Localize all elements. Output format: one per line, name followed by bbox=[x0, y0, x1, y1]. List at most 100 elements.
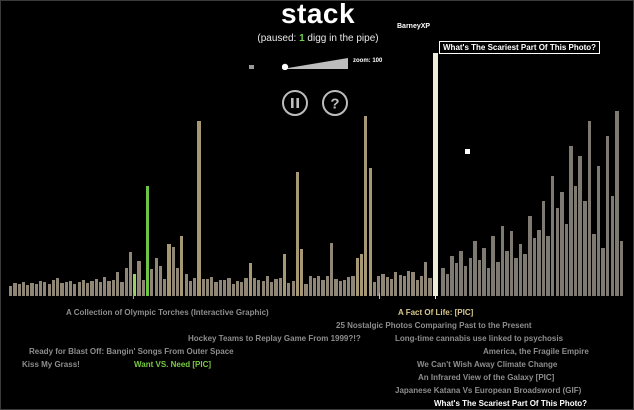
story-bar[interactable] bbox=[287, 283, 291, 296]
story-bar[interactable] bbox=[321, 280, 325, 296]
story-bar[interactable] bbox=[223, 280, 227, 296]
story-bar[interactable] bbox=[398, 275, 402, 296]
story-headline[interactable]: Ready for Blast Off: Bangin' Songs From … bbox=[29, 347, 234, 356]
story-bar[interactable] bbox=[450, 256, 454, 296]
story-bar[interactable] bbox=[150, 269, 154, 296]
story-bar[interactable] bbox=[610, 196, 614, 296]
story-bar[interactable] bbox=[235, 281, 240, 296]
story-bar[interactable] bbox=[546, 236, 550, 296]
story-bar[interactable] bbox=[39, 281, 43, 296]
story-bar[interactable] bbox=[605, 136, 610, 296]
story-bar[interactable] bbox=[364, 116, 368, 296]
story-bar[interactable] bbox=[486, 268, 491, 296]
story-bar[interactable] bbox=[103, 277, 107, 296]
story-bar[interactable] bbox=[94, 279, 98, 296]
story-bar[interactable] bbox=[325, 276, 329, 296]
story-bar[interactable] bbox=[351, 276, 355, 296]
story-bar[interactable] bbox=[509, 231, 514, 296]
story-bar[interactable] bbox=[124, 268, 128, 296]
story-bar[interactable] bbox=[205, 279, 210, 296]
story-bar[interactable] bbox=[491, 236, 495, 296]
story-bar[interactable] bbox=[141, 280, 145, 296]
story-bar[interactable] bbox=[128, 252, 133, 296]
story-bar[interactable] bbox=[30, 283, 34, 296]
story-bar[interactable] bbox=[555, 208, 559, 296]
story-bar[interactable] bbox=[334, 279, 338, 296]
story-bar[interactable] bbox=[214, 282, 218, 296]
story-bar[interactable] bbox=[308, 276, 312, 296]
story-bar[interactable] bbox=[514, 258, 518, 296]
story-headline[interactable]: A Fact Of Life: [PIC] bbox=[398, 308, 474, 317]
story-bar[interactable] bbox=[261, 281, 265, 296]
story-bar[interactable] bbox=[107, 281, 111, 296]
story-bar[interactable] bbox=[17, 284, 21, 296]
story-bar[interactable] bbox=[274, 279, 278, 296]
story-headline[interactable]: Long-time cannabis use linked to psychos… bbox=[395, 334, 564, 343]
help-button[interactable]: ? bbox=[322, 90, 348, 116]
story-bar[interactable] bbox=[146, 186, 150, 296]
story-bar[interactable] bbox=[257, 280, 261, 296]
story-bar[interactable] bbox=[587, 121, 592, 296]
story-bar[interactable] bbox=[411, 272, 415, 296]
story-bar[interactable] bbox=[73, 284, 77, 296]
story-bar[interactable] bbox=[34, 284, 38, 296]
story-bar[interactable] bbox=[560, 192, 564, 296]
story-bar[interactable] bbox=[291, 281, 295, 296]
story-headline[interactable]: We Can't Wish Away Climate Change bbox=[417, 360, 558, 369]
story-headline[interactable]: Hockey Teams to Replay Game From 1999?!? bbox=[188, 334, 361, 343]
story-bar[interactable] bbox=[158, 266, 163, 296]
story-bar[interactable] bbox=[428, 278, 432, 296]
story-bar[interactable] bbox=[468, 258, 472, 296]
story-bar[interactable] bbox=[295, 172, 300, 296]
story-bar[interactable] bbox=[201, 279, 205, 296]
story-bar[interactable] bbox=[218, 280, 222, 296]
story-headline[interactable]: Kiss My Grass! bbox=[22, 360, 80, 369]
story-bar[interactable] bbox=[133, 274, 137, 296]
story-bar[interactable] bbox=[394, 272, 398, 296]
highlighted-story-bar[interactable] bbox=[433, 53, 438, 296]
story-bar[interactable] bbox=[402, 276, 407, 296]
story-bar[interactable] bbox=[180, 236, 184, 296]
story-bar[interactable] bbox=[253, 278, 257, 296]
story-headline[interactable]: Japanese Katana Vs European Broadsword (… bbox=[395, 386, 582, 395]
story-bar[interactable] bbox=[51, 280, 56, 296]
story-bar[interactable] bbox=[270, 282, 274, 296]
story-bar[interactable] bbox=[338, 281, 342, 296]
story-bar[interactable] bbox=[210, 277, 214, 296]
story-bar[interactable] bbox=[550, 176, 555, 296]
story-bar[interactable] bbox=[120, 282, 124, 296]
story-bar[interactable] bbox=[537, 230, 541, 296]
story-bar[interactable] bbox=[77, 282, 81, 296]
story-bar[interactable] bbox=[163, 279, 167, 296]
story-bar[interactable] bbox=[167, 244, 171, 296]
story-bar[interactable] bbox=[385, 277, 389, 296]
story-bar[interactable] bbox=[68, 281, 73, 296]
story-bar[interactable] bbox=[98, 282, 103, 296]
story-bar[interactable] bbox=[473, 241, 477, 296]
story-bar[interactable] bbox=[381, 274, 385, 296]
story-bar[interactable] bbox=[445, 274, 450, 296]
story-bar[interactable] bbox=[64, 282, 68, 296]
story-bar[interactable] bbox=[407, 271, 411, 296]
story-bar[interactable] bbox=[60, 283, 64, 296]
story-bar[interactable] bbox=[244, 278, 248, 296]
story-bar[interactable] bbox=[56, 278, 60, 296]
story-bar[interactable] bbox=[188, 281, 193, 296]
story-bar[interactable] bbox=[248, 263, 252, 296]
story-bar[interactable] bbox=[596, 166, 601, 296]
story-bar[interactable] bbox=[21, 282, 26, 296]
story-bar[interactable] bbox=[81, 280, 86, 296]
story-bar[interactable] bbox=[312, 278, 317, 296]
story-bar[interactable] bbox=[454, 263, 459, 296]
story-headline[interactable]: What's The Scariest Part Of This Photo? bbox=[434, 399, 588, 408]
story-bar[interactable] bbox=[541, 201, 546, 296]
story-bar[interactable] bbox=[377, 276, 381, 296]
story-bar[interactable] bbox=[424, 262, 428, 296]
story-bar[interactable] bbox=[500, 226, 504, 296]
story-bar[interactable] bbox=[282, 254, 287, 296]
story-bar[interactable] bbox=[47, 284, 51, 296]
story-bar[interactable] bbox=[459, 251, 463, 296]
story-headline[interactable]: A Collection of Olympic Torches (Interac… bbox=[66, 308, 269, 317]
story-bar[interactable] bbox=[193, 278, 197, 296]
story-bar[interactable] bbox=[518, 244, 523, 296]
